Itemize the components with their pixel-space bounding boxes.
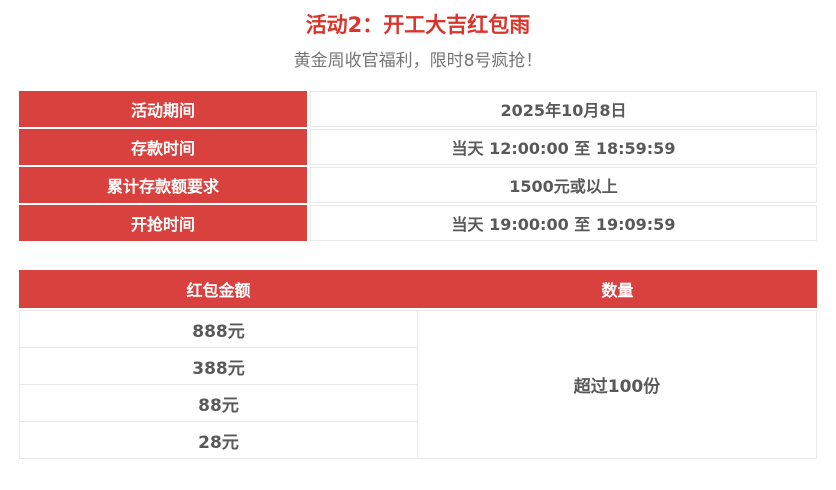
activity-info-table: 活动期间 2025年10月8日 存款时间 当天 12:00:00 至 18:59… xyxy=(19,91,817,241)
table-row: 活动期间 2025年10月8日 xyxy=(19,91,817,127)
prize-table: 红包金额 数量 888元 388元 88元 28元 超过100份 xyxy=(19,270,817,459)
prize-amount-cell: 888元 xyxy=(20,311,417,348)
prize-table-body: 888元 388元 88元 28元 超过100份 xyxy=(19,310,817,459)
prize-quantity-merged-cell: 超过100份 xyxy=(418,311,816,458)
prize-amount-cell: 388元 xyxy=(20,348,417,385)
prize-table-header: 红包金额 数量 xyxy=(19,270,817,308)
info-label-deposit-time: 存款时间 xyxy=(19,129,307,165)
prize-header-quantity: 数量 xyxy=(601,281,634,300)
info-label-grab-time: 开抢时间 xyxy=(19,205,307,241)
info-value-deposit-requirement: 1500元或以上 xyxy=(310,167,817,203)
page-title: 活动2：开工大吉红包雨 xyxy=(305,13,531,37)
table-row: 累计存款额要求 1500元或以上 xyxy=(19,167,817,203)
table-row: 开抢时间 当天 19:00:00 至 19:09:59 xyxy=(19,205,817,241)
info-value-activity-period: 2025年10月8日 xyxy=(310,91,817,127)
prize-amount-cell: 28元 xyxy=(198,432,239,453)
info-value-grab-time: 当天 19:00:00 至 19:09:59 xyxy=(310,205,817,241)
info-label-activity-period: 活动期间 xyxy=(19,91,307,127)
page-subtitle: 黄金周收官福利，限时8号疯抢！ xyxy=(293,51,543,71)
prize-header-amount: 红包金额 xyxy=(186,281,251,300)
info-value-deposit-time: 当天 12:00:00 至 18:59:59 xyxy=(310,129,817,165)
table-row: 存款时间 当天 12:00:00 至 18:59:59 xyxy=(19,129,817,165)
prize-amount-column: 888元 388元 88元 28元 xyxy=(20,311,418,458)
promo-page: 活动2：开工大吉红包雨 黄金周收官福利，限时8号疯抢！ 活动期间 2025年10… xyxy=(0,14,836,459)
info-label-deposit-requirement: 累计存款额要求 xyxy=(19,167,307,203)
prize-amount-cell: 88元 xyxy=(20,385,417,422)
prize-quantity-value: 超过100份 xyxy=(573,377,661,397)
